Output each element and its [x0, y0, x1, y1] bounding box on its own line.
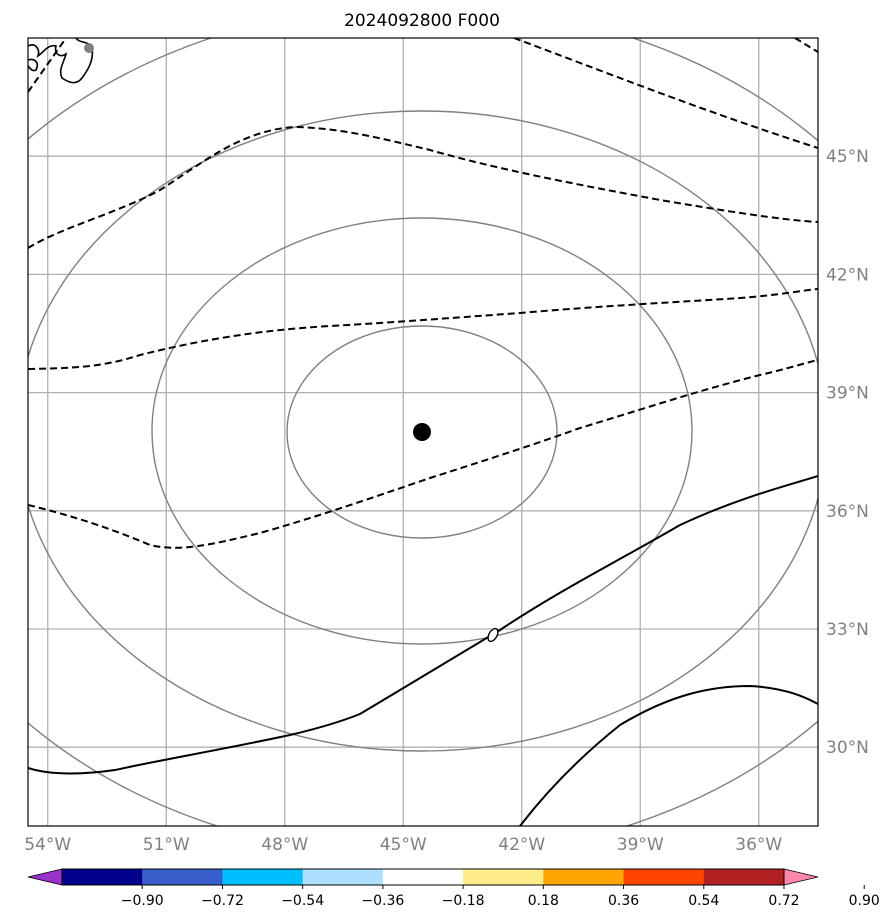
lat-tick-label: 36°N: [826, 502, 869, 522]
solid-contour-lower-right: [519, 684, 818, 826]
lat-tick-label: 33°N: [826, 620, 869, 640]
lat-tick-label: 30°N: [826, 738, 869, 758]
gridlines: [28, 38, 818, 826]
colorbar-segment-5: [382, 869, 464, 885]
dashed-contour-topleft-edge: [28, 38, 67, 93]
coastline-island: [28, 58, 39, 72]
lat-tick-label: 42°N: [826, 265, 869, 285]
colorbar: [27, 868, 865, 889]
map-area: 0: [27, 37, 819, 827]
colorbar-tick-label: −0.36: [361, 893, 404, 909]
colorbar-tick-label: 0.72: [768, 893, 799, 909]
dashed-contour-top-right-corner: [794, 38, 818, 53]
lon-tick-label: 48°W: [261, 835, 308, 855]
colorbar-segment-6: [463, 869, 544, 885]
lat-tick-label: 39°N: [826, 384, 869, 404]
map-title: 2024092800 F000: [344, 11, 500, 31]
dashed-contour-middle: [28, 288, 818, 370]
dashed-contour-top-right: [513, 38, 818, 149]
colorbar-tick-label: 0.90: [849, 893, 880, 909]
colorbar-tick-label: 0.54: [688, 893, 719, 909]
lon-tick-label: 42°W: [498, 835, 545, 855]
storm-center-marker: [413, 423, 431, 441]
contour-lines: [28, 38, 818, 826]
colorbar-segment-2: [142, 869, 223, 885]
dashed-contour-upper: [28, 125, 818, 249]
range-ring-1: [286, 325, 558, 539]
colorbar-tick-labels: −0.90 −0.72 −0.54 −0.36 −0.18 0.18 0.36 0.54 0.7…: [121, 893, 880, 909]
dashed-contour-lower: [28, 359, 818, 549]
colorbar-tick-label: −0.54: [281, 893, 324, 909]
latitude-tick-labels: 30°N 33°N 36°N 39°N 42°N 45°N: [826, 147, 869, 758]
zero-contour-label-box: [487, 627, 499, 643]
colorbar-tick-label: 0.18: [528, 893, 559, 909]
colorbar-tick-label: −0.18: [442, 893, 485, 909]
colorbar-tick-label: 0.36: [608, 893, 639, 909]
lon-tick-label: 36°W: [735, 835, 782, 855]
range-ring-3: [28, 110, 818, 752]
lat-tick-label: 45°N: [826, 147, 869, 167]
lon-tick-label: 51°W: [143, 835, 190, 855]
colorbar-frame: [61, 868, 785, 886]
colorbar-tick-label: −0.72: [201, 893, 244, 909]
range-ring-2: [151, 217, 693, 645]
colorbar-segment-8: [623, 869, 705, 885]
colorbar-segment-7: [543, 869, 625, 885]
colorbar-extend-high: [783, 868, 819, 886]
map-frame: [27, 37, 819, 827]
lon-tick-label: 39°W: [617, 835, 664, 855]
solid-contour-zero: [28, 475, 818, 775]
range-rings: [28, 38, 818, 826]
gray-dot-marker: [84, 43, 94, 53]
lon-tick-label: 54°W: [24, 835, 71, 855]
colorbar-segment-4: [302, 869, 384, 885]
colorbar-tick-label: −0.90: [121, 893, 164, 909]
colorbar-segment-9: [703, 869, 785, 885]
longitude-tick-labels: 54°W 51°W 48°W 45°W 42°W 39°W 36°W: [24, 835, 782, 855]
colorbar-extend-low: [27, 868, 63, 886]
colorbar-segment-3: [222, 869, 304, 885]
lon-tick-label: 45°W: [380, 835, 427, 855]
colorbar-segment-1: [62, 869, 143, 885]
